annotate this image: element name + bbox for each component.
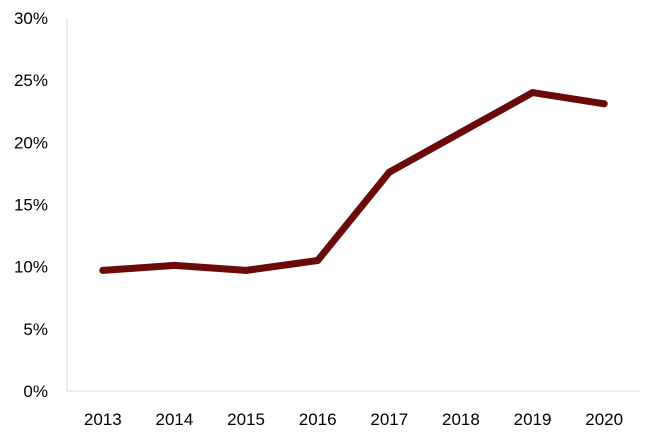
data-point xyxy=(600,100,608,108)
y-tick-label: 10% xyxy=(14,258,48,277)
data-point xyxy=(385,168,393,176)
series-group xyxy=(99,89,608,274)
y-tick-label: 15% xyxy=(14,196,48,215)
series-line xyxy=(99,89,608,274)
x-tick-label: 2016 xyxy=(299,410,337,429)
x-axis-tick-labels: 2013 2014 2015 2016 2017 2018 2019 2020 xyxy=(84,410,623,429)
x-tick-label: 2020 xyxy=(585,410,623,429)
data-point xyxy=(314,256,322,264)
x-tick-label: 2014 xyxy=(156,410,194,429)
x-tick-label: 2013 xyxy=(84,410,122,429)
x-tick-label: 2018 xyxy=(442,410,480,429)
y-tick-label: 5% xyxy=(23,320,48,339)
data-point xyxy=(99,266,107,274)
data-point xyxy=(529,89,537,97)
y-tick-label: 25% xyxy=(14,71,48,90)
y-axis-tick-labels: 0% 5% 10% 15% 20% 25% 30% xyxy=(14,9,48,401)
y-tick-label: 30% xyxy=(14,9,48,28)
x-tick-label: 2017 xyxy=(370,410,408,429)
data-point xyxy=(242,266,250,274)
x-tick-label: 2019 xyxy=(514,410,552,429)
x-tick-label: 2015 xyxy=(227,410,265,429)
y-tick-label: 0% xyxy=(23,382,48,401)
data-point xyxy=(170,261,178,269)
data-point xyxy=(457,128,465,136)
y-tick-label: 20% xyxy=(14,133,48,152)
